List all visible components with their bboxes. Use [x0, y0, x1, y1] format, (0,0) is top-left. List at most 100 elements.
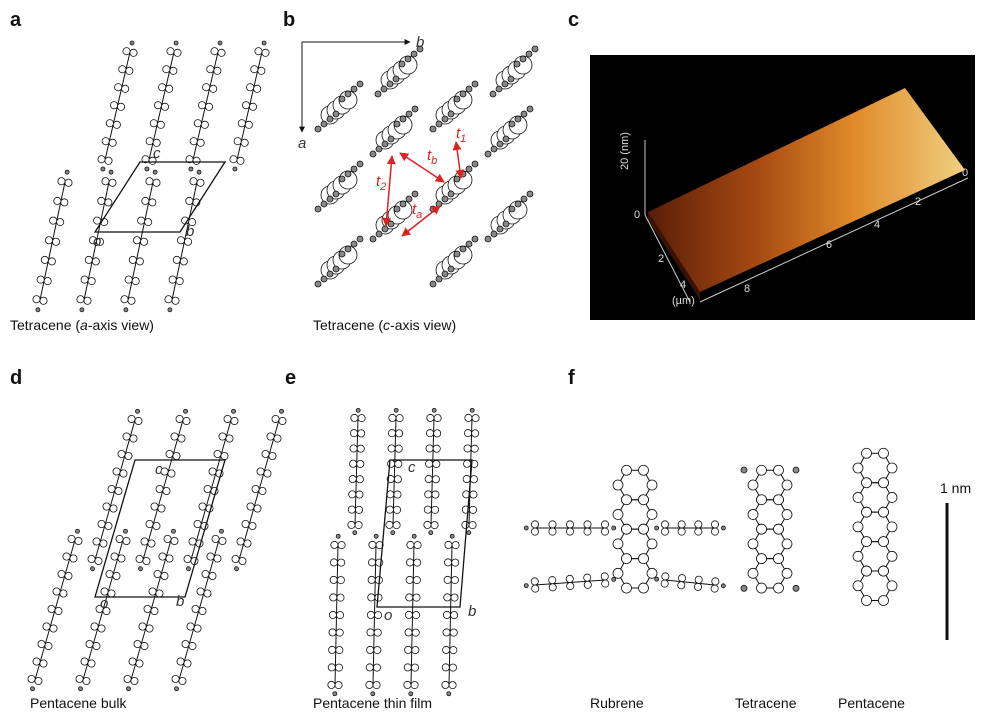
atom	[60, 590, 67, 597]
atom	[105, 199, 112, 206]
atom	[161, 572, 168, 579]
atom	[639, 524, 649, 534]
atom	[124, 675, 131, 682]
atom	[357, 161, 363, 167]
atom	[521, 111, 527, 117]
panel-label: c	[568, 9, 579, 31]
atom	[156, 590, 163, 597]
atom	[774, 524, 784, 534]
atom	[393, 506, 400, 513]
atom	[887, 492, 897, 502]
atom	[109, 179, 116, 186]
atom	[179, 677, 186, 684]
atom	[135, 417, 142, 424]
atom	[584, 581, 591, 588]
atom	[388, 221, 394, 227]
atom	[774, 495, 784, 505]
atom	[187, 567, 191, 571]
atom	[92, 258, 99, 265]
atom	[113, 468, 120, 475]
atom	[168, 308, 172, 312]
atom	[102, 178, 109, 185]
atom	[136, 555, 143, 562]
atom	[130, 49, 137, 56]
atom	[411, 51, 417, 57]
atom	[189, 167, 193, 171]
atom	[194, 120, 201, 127]
atom	[386, 506, 393, 513]
atom	[226, 435, 233, 442]
atom	[145, 167, 149, 171]
atom	[336, 629, 343, 636]
atom	[622, 495, 632, 505]
atom	[862, 537, 872, 547]
atom	[333, 111, 339, 117]
atom	[33, 658, 40, 665]
atom	[165, 296, 172, 303]
atom	[454, 176, 460, 182]
atom	[466, 166, 472, 172]
atom	[166, 555, 173, 562]
atom	[503, 221, 509, 227]
atom	[85, 256, 92, 263]
transfer-arrow	[400, 153, 444, 182]
atom	[450, 534, 454, 538]
x-tick-label: 8	[744, 283, 750, 295]
atom	[109, 170, 113, 174]
atom	[491, 146, 497, 152]
atom	[251, 66, 258, 73]
atom	[387, 81, 393, 87]
atom	[221, 452, 228, 459]
atom	[449, 664, 456, 671]
atom	[647, 539, 657, 549]
atom	[264, 470, 271, 477]
atom	[373, 664, 380, 671]
atom	[61, 199, 68, 206]
atom	[426, 445, 433, 452]
atom	[172, 675, 179, 682]
atom	[712, 578, 719, 585]
atom	[58, 178, 65, 185]
atom	[203, 84, 210, 91]
atom	[65, 179, 72, 186]
atom	[433, 460, 440, 467]
atom	[694, 583, 701, 590]
atom	[138, 217, 145, 224]
atom	[496, 86, 502, 92]
atom	[549, 577, 556, 584]
atom	[247, 503, 254, 510]
atom	[154, 102, 161, 109]
atom	[853, 551, 863, 561]
atom	[111, 553, 118, 560]
atom	[171, 433, 178, 440]
bond	[665, 580, 715, 585]
cell-label: c	[155, 461, 163, 478]
atom	[436, 276, 442, 282]
atom	[79, 687, 83, 691]
atom	[106, 120, 113, 127]
atom	[647, 568, 657, 578]
atom	[412, 611, 419, 618]
x-tick-label: 6	[826, 239, 832, 251]
atom	[100, 540, 107, 547]
caption-part: -axis view)	[390, 317, 456, 333]
atom	[406, 559, 413, 566]
atom	[173, 452, 180, 459]
atom	[118, 450, 125, 457]
atom	[245, 121, 252, 128]
atom	[887, 551, 897, 561]
atom	[131, 677, 138, 684]
atom	[136, 660, 143, 667]
atom	[757, 465, 767, 475]
atom	[214, 450, 221, 457]
atom	[412, 191, 418, 197]
atom	[711, 585, 718, 592]
atom	[367, 629, 374, 636]
atom	[356, 476, 363, 483]
atom	[366, 681, 373, 688]
atom	[655, 526, 659, 530]
atom	[350, 445, 357, 452]
atom	[244, 540, 251, 547]
cell-label: b	[468, 603, 476, 620]
z-tick-label: 0	[634, 209, 640, 221]
